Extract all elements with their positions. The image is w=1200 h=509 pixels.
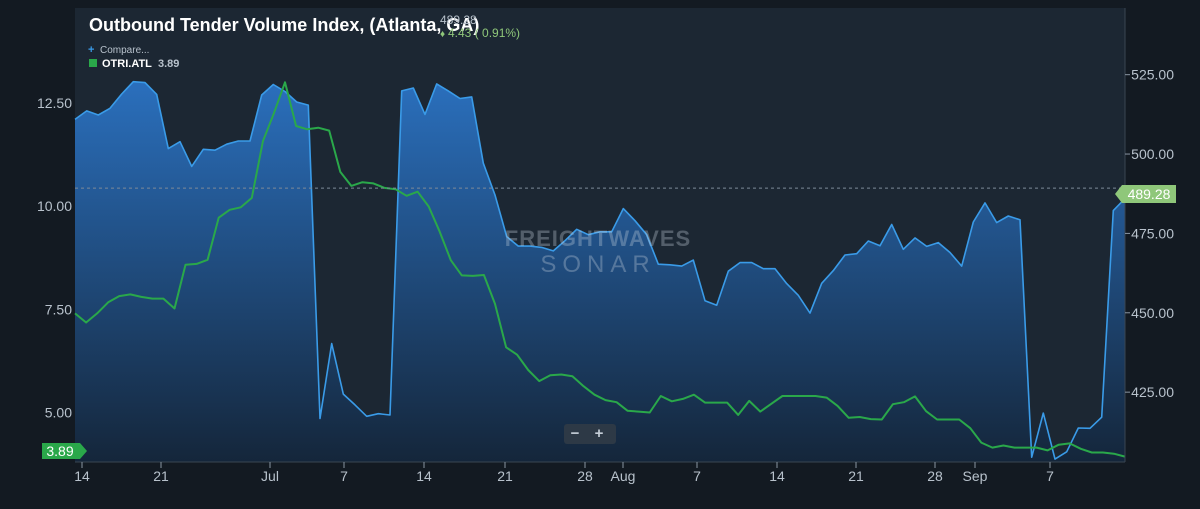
chart-title: Outbound Tender Volume Index, (Atlanta, … [89,15,479,35]
otri-legend-value: 3.89 [158,58,179,70]
x-axis-tick-label: 14 [74,468,90,484]
left-axis-tick-label: 5.00 [45,404,72,420]
otri-legend-label[interactable]: OTRI.ATL [102,58,152,70]
x-axis-tick-label: 21 [497,468,513,484]
otri-series-line [74,81,1126,458]
zoom-out-button[interactable]: − [571,425,580,442]
watermark-freightwaves: FREIGHTWAVES [505,226,691,251]
x-axis-tick-label: 21 [153,468,169,484]
x-axis-tick-label: 14 [769,468,785,484]
right-axis-tick-label: 475.00 [1131,225,1174,241]
compare-link[interactable]: Compare... [100,45,149,56]
right-value-badge-label: 489.28 [1128,186,1171,202]
x-axis-tick-label: 7 [1046,468,1054,484]
compare-plus-icon[interactable]: + [88,44,94,56]
left-value-badge [42,443,87,459]
x-axis-tick-label: 7 [693,468,701,484]
change-up-icon: ♦ [440,29,445,40]
right-axis-tick-label: 525.00 [1131,67,1174,83]
zoom-in-button[interactable]: + [595,425,604,442]
x-axis-tick-label: 28 [927,468,943,484]
header-value: 489.28 [440,13,477,27]
right-axis-tick-label: 500.00 [1131,146,1174,162]
otvi-series-line [74,80,1126,460]
right-axis-panel [1125,0,1200,462]
watermark-sonar: SONAR [540,251,655,278]
x-axis-tick-label: Aug [611,468,636,484]
left-axis-tick-label: 12.50 [37,95,72,111]
right-axis-tick-label: 450.00 [1131,305,1174,321]
otri-legend-swatch [89,59,97,67]
left-axis-tick-label: 10.00 [37,198,72,214]
header-change: 4.43 ( 0.91%) [448,26,520,40]
x-axis-tick-label: 28 [577,468,593,484]
right-axis-tick-label: 425.00 [1131,384,1174,400]
otvi-area-fill [75,81,1125,462]
left-value-badge-label: 3.89 [46,443,73,459]
x-axis-tick-label: 7 [340,468,348,484]
x-axis-tick-label: 21 [848,468,864,484]
right-value-badge [1115,185,1176,203]
x-axis-tick-label: Sep [963,468,988,484]
left-axis-tick-label: 7.50 [45,301,72,317]
zoom-controls [564,424,616,444]
x-axis-tick-label: 14 [416,468,432,484]
bottom-axis-panel [0,462,1200,504]
x-axis-tick-label: Jul [261,468,279,484]
